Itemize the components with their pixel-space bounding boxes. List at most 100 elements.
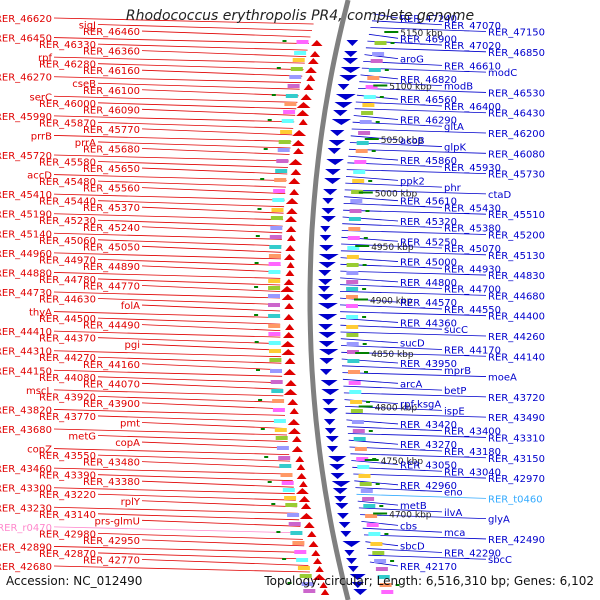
right-gene-label[interactable]: ctaD: [488, 190, 512, 201]
left-gene-label[interactable]: copZ: [27, 445, 52, 456]
left-gene-label[interactable]: RER_42680: [0, 562, 52, 573]
right-gene-label[interactable]: RER_44260: [488, 332, 545, 343]
right-gene-label[interactable]: RER_46530: [488, 88, 545, 99]
left-gene-label[interactable]: RER_45370: [83, 203, 140, 214]
right-gene-label[interactable]: RER_46400: [444, 102, 501, 113]
right-gene-label[interactable]: RER_44140: [488, 352, 545, 363]
right-gene-label[interactable]: RER_47150: [488, 28, 545, 39]
right-gene-label[interactable]: RER_43270: [400, 440, 457, 451]
right-gene-label[interactable]: RER_43490: [488, 413, 545, 424]
right-gene-label[interactable]: RER_45200: [488, 230, 545, 241]
right-gene-label[interactable]: RER_43310: [488, 433, 545, 444]
right-gene-label[interactable]: RER_45250: [400, 237, 457, 248]
left-gene-label[interactable]: RER_42770: [83, 555, 140, 566]
right-gene-label[interactable]: RER_45860: [400, 156, 457, 167]
left-gene-label[interactable]: RER_42980: [39, 529, 96, 540]
left-gene-label[interactable]: sigJ: [79, 21, 96, 32]
right-gene-label[interactable]: eno: [444, 488, 463, 499]
left-gene-label[interactable]: pgi: [125, 340, 140, 351]
right-gene-label[interactable]: RER_44700: [444, 285, 501, 296]
left-gene-label[interactable]: prrB: [31, 131, 52, 142]
right-gene-label[interactable]: RER_42290: [444, 548, 501, 559]
left-gene-label[interactable]: RER_43220: [39, 490, 96, 501]
right-gene-label[interactable]: RER_43400: [444, 427, 501, 438]
left-gene-label[interactable]: RER_45240: [83, 223, 140, 234]
right-gene-label[interactable]: RER_45730: [488, 170, 545, 181]
right-gene-label[interactable]: gltA: [444, 122, 464, 133]
left-gene-label[interactable]: RER_43550: [39, 451, 96, 462]
right-gene-label[interactable]: RER_46850: [488, 48, 545, 59]
left-gene-label[interactable]: RER_45720: [0, 151, 52, 162]
left-gene-label[interactable]: RER_44770: [83, 281, 140, 292]
left-gene-label[interactable]: RER_45870: [39, 118, 96, 129]
left-gene-label[interactable]: RER_43920: [39, 392, 96, 403]
left-gene-label[interactable]: RER_45770: [83, 125, 140, 136]
right-gene-label[interactable]: RER_46560: [400, 95, 457, 106]
left-gene-label[interactable]: RER_46090: [83, 105, 140, 116]
left-gene-label[interactable]: RER_44080: [39, 373, 96, 384]
right-gene-label[interactable]: acoB: [400, 136, 425, 147]
right-gene-label[interactable]: betP: [444, 386, 466, 397]
left-gene-label[interactable]: RER_43230: [0, 503, 52, 514]
left-gene-label[interactable]: RER_45440: [39, 197, 96, 208]
right-gene-label[interactable]: RER_42170: [400, 562, 457, 573]
right-gene-label[interactable]: RER_44550: [444, 305, 501, 316]
left-gene-label[interactable]: RER_44410: [0, 327, 52, 338]
left-gene-label[interactable]: RER_43770: [39, 412, 96, 423]
left-gene-label[interactable]: prrA: [75, 138, 96, 149]
right-gene-label[interactable]: RER_42970: [488, 474, 545, 485]
right-gene-label[interactable]: sucC: [444, 325, 468, 336]
left-gene-label[interactable]: pmt: [120, 418, 140, 429]
left-gene-label[interactable]: RER_44490: [83, 321, 140, 332]
right-gene-label[interactable]: ilvA: [444, 508, 462, 519]
right-gene-label[interactable]: RER_43950: [400, 359, 457, 370]
left-gene-label[interactable]: RER_45990: [0, 112, 52, 123]
left-gene-label[interactable]: rpf: [38, 53, 52, 64]
left-gene-label[interactable]: RER_45410: [0, 190, 52, 201]
left-gene-label[interactable]: RER_44150: [0, 366, 52, 377]
left-gene-label[interactable]: RER_44960: [0, 249, 52, 260]
left-gene-label[interactable]: RER_43680: [0, 425, 52, 436]
left-gene-label[interactable]: RER_45480: [39, 177, 96, 188]
right-gene-label[interactable]: RER_t0460: [488, 494, 543, 505]
left-gene-label[interactable]: mscL: [26, 386, 52, 397]
left-gene-label[interactable]: RER_43900: [83, 399, 140, 410]
right-gene-label[interactable]: sbcD: [400, 542, 425, 553]
right-gene-label[interactable]: sbcC: [488, 555, 512, 566]
left-gene-label[interactable]: RER_45190: [0, 210, 52, 221]
right-gene-label[interactable]: RER_45000: [400, 258, 457, 269]
left-gene-label[interactable]: RER_45050: [83, 242, 140, 253]
left-gene-label[interactable]: RER_46270: [0, 73, 52, 84]
left-gene-label[interactable]: RER_44890: [83, 262, 140, 273]
right-gene-label[interactable]: ppk2: [400, 176, 425, 187]
left-gene-label[interactable]: RER_44370: [39, 334, 96, 345]
left-gene-label[interactable]: RER_44500: [39, 314, 96, 325]
left-gene-label[interactable]: thyA: [29, 308, 52, 319]
left-gene-label[interactable]: RER_42950: [83, 536, 140, 547]
right-gene-label[interactable]: RER_46820: [400, 75, 457, 86]
right-gene-label[interactable]: RER_42960: [400, 481, 457, 492]
left-gene-label[interactable]: RER_43140: [39, 510, 96, 521]
right-gene-label[interactable]: cbs: [400, 521, 417, 532]
left-gene-label[interactable]: RER_45650: [83, 164, 140, 175]
right-gene-label[interactable]: glyA: [488, 515, 510, 526]
right-gene-label[interactable]: RER_46080: [488, 149, 545, 160]
left-gene-label[interactable]: RER_44630: [39, 295, 96, 306]
left-gene-label[interactable]: RER_42890: [0, 542, 52, 553]
right-gene-label[interactable]: RER_47240: [400, 14, 457, 25]
right-gene-label[interactable]: RER_46900: [400, 34, 457, 45]
left-gene-label[interactable]: RER_46460: [83, 27, 140, 38]
right-gene-label[interactable]: RER_45070: [444, 244, 501, 255]
right-gene-label[interactable]: RER_46200: [488, 129, 545, 140]
right-gene-label[interactable]: phr: [444, 183, 462, 194]
right-gene-label[interactable]: RER_44360: [400, 318, 457, 329]
right-gene-label[interactable]: RER_43420: [400, 420, 457, 431]
right-gene-label[interactable]: RER_44930: [444, 264, 501, 275]
left-gene-label[interactable]: RER_45680: [83, 144, 140, 155]
left-gene-label[interactable]: RER_46620: [0, 14, 52, 25]
right-gene-label[interactable]: modB: [444, 82, 473, 93]
right-gene-label[interactable]: RER_43180: [444, 447, 501, 458]
left-gene-label[interactable]: RER_46000: [39, 99, 96, 110]
right-gene-label[interactable]: RER_43050: [400, 461, 457, 472]
left-gene-label[interactable]: RER_42870: [39, 549, 96, 560]
